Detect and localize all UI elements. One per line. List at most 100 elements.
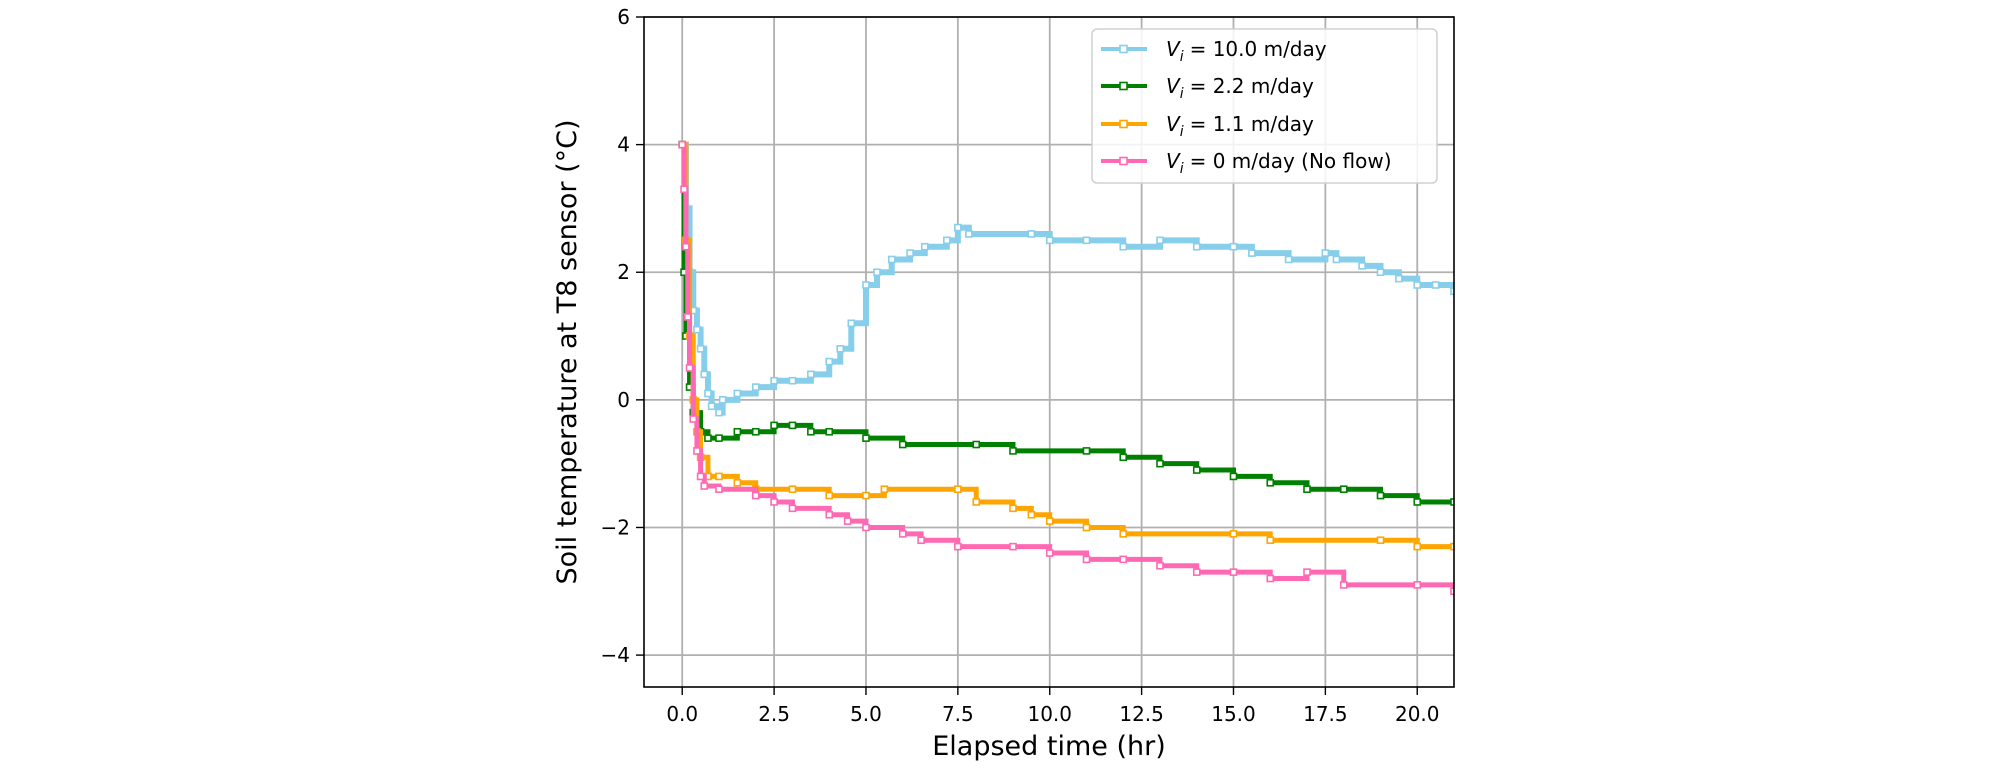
data-point (1413, 581, 1422, 589)
y-tick-label: 6 (617, 5, 630, 29)
data-point (847, 319, 856, 328)
data-point (788, 421, 797, 430)
data-point (1413, 498, 1422, 506)
data-point (1156, 561, 1164, 570)
data-point (1119, 555, 1128, 564)
data-point (1082, 523, 1091, 532)
x-tick-label: 0.0 (666, 702, 698, 726)
data-point (1027, 510, 1036, 519)
data-point (887, 255, 896, 264)
data-point (788, 504, 797, 513)
y-tick-label: −4 (601, 643, 630, 667)
data-point (1156, 459, 1164, 468)
data-point (807, 427, 815, 436)
y-tick-label: 0 (617, 388, 630, 412)
data-point (733, 479, 742, 487)
data-point (1339, 485, 1348, 493)
data-point (770, 421, 778, 430)
legend-entry: Vi = 1.1 m/day (1101, 112, 1314, 140)
series-line (682, 141, 1454, 416)
data-point (700, 370, 709, 379)
y-tick-label: 4 (617, 133, 630, 157)
data-point (1395, 274, 1403, 283)
data-point (1450, 587, 1454, 596)
data-point (770, 376, 778, 385)
x-axis-label: Elapsed time (hr) (932, 731, 1166, 762)
data-point (1192, 466, 1201, 474)
data-point (898, 440, 907, 449)
legend-entry: Vi = 10.0 m/day (1101, 37, 1327, 65)
data-point (751, 491, 760, 500)
data-point (715, 408, 723, 417)
data-point (862, 434, 870, 442)
legend-marker (1119, 156, 1128, 166)
series-line (682, 142, 1454, 550)
x-tick-label: 7.5 (942, 702, 974, 726)
data-point (1413, 542, 1422, 551)
data-point (1303, 568, 1311, 576)
data-point (906, 249, 914, 257)
data-point (1119, 242, 1128, 251)
x-tick-label: 5.0 (850, 702, 882, 726)
data-point (1119, 453, 1128, 462)
data-point (1376, 491, 1385, 500)
data-point (1229, 242, 1238, 251)
data-point (825, 510, 834, 519)
data-point (1192, 242, 1201, 251)
data-point (1358, 262, 1366, 270)
data-point (693, 325, 701, 334)
legend-label: Vi = 2.2 m/day (1166, 74, 1314, 102)
series-group (678, 140, 1454, 596)
legend-label: Vi = 0 m/day (No flow) (1166, 149, 1392, 177)
data-point (696, 472, 705, 481)
legend-label: Vi = 10.0 m/day (1166, 37, 1327, 65)
data-point (788, 376, 797, 385)
data-point (770, 498, 778, 506)
data-point (715, 472, 723, 481)
data-point (1009, 504, 1017, 513)
data-point (898, 530, 907, 538)
data-point (862, 491, 870, 500)
data-point (1339, 581, 1348, 589)
series-line (681, 142, 1454, 505)
data-point (943, 236, 951, 245)
series-line (681, 142, 1454, 592)
data-point (954, 223, 962, 232)
data-point (825, 427, 834, 436)
data-point (733, 389, 742, 398)
data-point (1045, 236, 1054, 245)
data-point (1266, 536, 1275, 545)
data-point (862, 281, 870, 289)
data-point (1045, 517, 1054, 525)
data-point (707, 402, 716, 411)
data-point (1450, 542, 1454, 551)
data-point (1450, 287, 1454, 296)
data-point (965, 230, 973, 238)
y-axis-label: Soil temperature at T8 sensor (°C) (552, 120, 583, 585)
data-point (678, 140, 687, 149)
data-point (954, 485, 962, 493)
series-1 (678, 140, 1454, 506)
legend-label: Vi = 1.1 m/day (1166, 112, 1314, 140)
x-tick-label: 12.5 (1119, 702, 1164, 726)
data-point (954, 542, 962, 551)
data-point (873, 268, 881, 277)
data-point (1009, 447, 1017, 455)
data-point (680, 185, 688, 194)
data-point (1284, 255, 1293, 264)
data-point (917, 536, 925, 545)
legend-marker (1119, 81, 1128, 91)
data-point (751, 427, 760, 436)
ticks: 0.0 2.5 5.0 7.5 10.0 12.5 15.0 17.5 20.0 −4 −2 0 2 4 6 (601, 5, 1440, 726)
data-point (972, 440, 981, 449)
data-point (1119, 530, 1128, 538)
plot-frame (643, 16, 1455, 688)
data-point (715, 485, 723, 493)
data-point (1229, 568, 1238, 576)
data-point (788, 485, 797, 493)
data-point (1431, 281, 1440, 289)
data-point (718, 396, 727, 404)
data-point (1248, 249, 1256, 257)
data-point (685, 364, 694, 372)
